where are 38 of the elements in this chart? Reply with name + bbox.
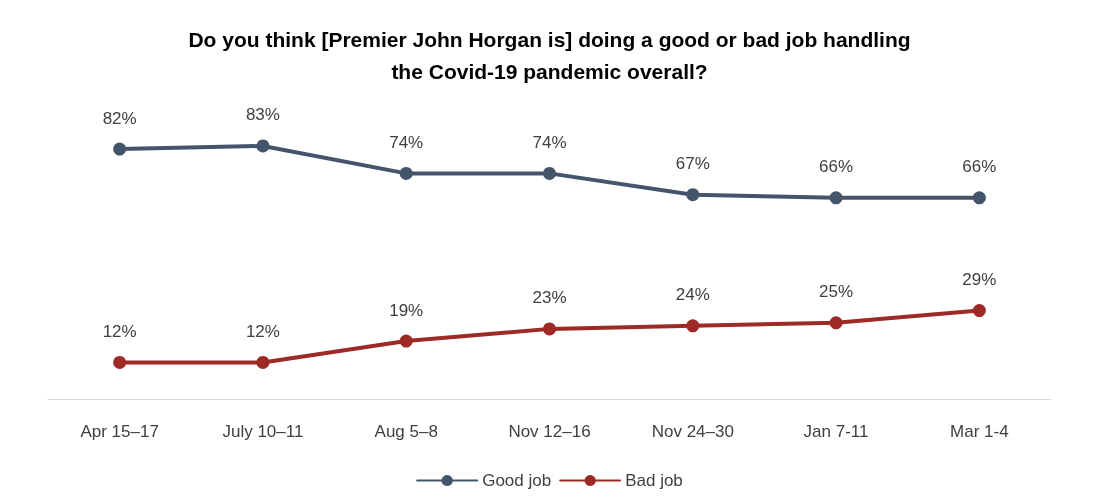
data-label: 67% (675, 154, 710, 174)
point (686, 319, 700, 333)
point (686, 188, 700, 202)
data-label: 74% (532, 132, 567, 152)
point (399, 334, 413, 348)
x-tick-label: Mar 1-4 (950, 422, 1009, 441)
data-label: 82% (102, 108, 137, 128)
data-label: 12% (102, 321, 137, 341)
point (829, 191, 843, 205)
point (972, 191, 986, 205)
point (543, 322, 556, 336)
x-tick-label: July 10–11 (222, 422, 304, 441)
data-label: 74% (389, 132, 424, 152)
x-tick-label: Nov 12–16 (508, 422, 591, 441)
data-label: 12% (245, 321, 280, 341)
data-label: 66% (819, 157, 854, 177)
point (256, 139, 270, 153)
x-tick-label: Aug 5–8 (374, 422, 438, 441)
data-label: 19% (389, 300, 424, 320)
point (113, 142, 127, 156)
data-label: 24% (675, 285, 710, 305)
legend-label: Bad job (625, 471, 683, 490)
data-label: 23% (532, 288, 567, 308)
x-tick-label: Jan 7-11 (803, 422, 869, 441)
data-label: 29% (962, 270, 997, 290)
data-label: 25% (819, 282, 854, 302)
chart-title: Do you think [Premier John Horgan is] doing a good or bad job handling the Covid-19 pandemic overall? (188, 27, 911, 83)
point (256, 355, 270, 369)
data-label: 66% (962, 157, 997, 177)
data-label: 83% (245, 105, 280, 125)
point (543, 166, 556, 180)
point (113, 355, 127, 369)
x-tick-label: Apr 15–17 (80, 422, 159, 441)
point (972, 304, 986, 318)
point (829, 316, 843, 330)
x-tick-label: Nov 24–30 (651, 422, 734, 441)
point (399, 166, 413, 180)
legend-label: Good job (482, 471, 552, 490)
